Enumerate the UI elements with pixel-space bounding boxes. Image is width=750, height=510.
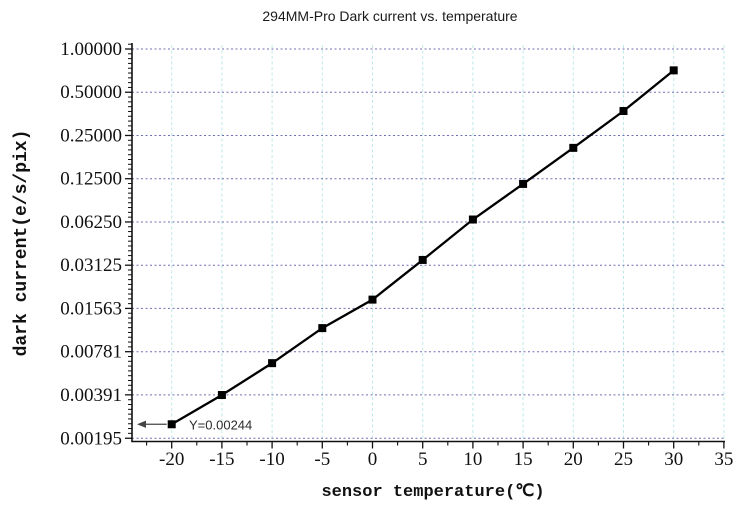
svg-text:-15: -15 xyxy=(209,449,234,470)
svg-text:0: 0 xyxy=(368,449,378,470)
svg-text:1.00000: 1.00000 xyxy=(60,39,122,60)
y-tick-labels: 1.00000 0.50000 0.25000 0.12500 0.06250 0.031… xyxy=(60,39,122,449)
x-axis-ticks xyxy=(146,441,725,449)
svg-text:0.00391: 0.00391 xyxy=(60,385,122,406)
x-tick-labels: -20 -15 -10 -5 0 5 10 15 20 25 30 35 xyxy=(159,449,733,470)
vertical-gridlines xyxy=(171,45,725,441)
svg-text:0.12500: 0.12500 xyxy=(60,169,122,190)
svg-text:0.03125: 0.03125 xyxy=(60,255,122,276)
svg-text:0.06250: 0.06250 xyxy=(60,212,122,233)
svg-text:-5: -5 xyxy=(314,449,330,470)
svg-text:0.50000: 0.50000 xyxy=(60,82,122,103)
svg-text:10: 10 xyxy=(463,449,482,470)
annotation-text: Y=0.00244 xyxy=(189,418,252,433)
svg-text:-20: -20 xyxy=(159,449,184,470)
svg-text:30: 30 xyxy=(664,449,683,470)
chart-title: 294MM-Pro Dark current vs. temperature xyxy=(262,8,517,24)
svg-text:0.01563: 0.01563 xyxy=(60,298,122,319)
svg-text:-10: -10 xyxy=(259,449,284,470)
svg-text:0.00781: 0.00781 xyxy=(60,342,122,363)
x-axis-label: sensor temperature(℃) xyxy=(321,483,544,502)
annotation: Y=0.00244 xyxy=(137,418,252,433)
svg-text:0.25000: 0.25000 xyxy=(60,125,122,146)
svg-text:15: 15 xyxy=(514,449,533,470)
y-axis-ticks xyxy=(125,43,132,439)
y-axis-label: dark current(e/s/pix) xyxy=(12,130,32,357)
svg-text:20: 20 xyxy=(564,449,583,470)
horizontal-gridlines xyxy=(132,48,725,439)
svg-text:5: 5 xyxy=(418,449,428,470)
svg-text:25: 25 xyxy=(614,449,633,470)
svg-text:0.00195: 0.00195 xyxy=(60,428,122,449)
axes xyxy=(131,43,725,443)
svg-text:35: 35 xyxy=(714,449,733,470)
data-series xyxy=(167,66,678,429)
